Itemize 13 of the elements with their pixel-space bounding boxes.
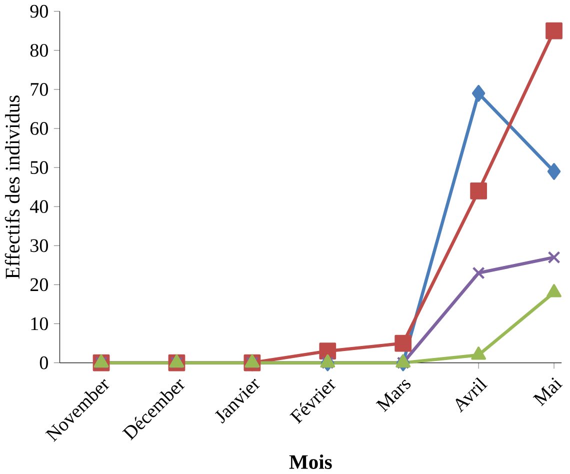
y-axis-title: Effectifs des individus	[4, 96, 20, 279]
y-tick-label: 60	[30, 122, 48, 135]
y-tick-label: 10	[31, 317, 48, 330]
x-axis-title: Mois	[289, 454, 332, 470]
y-tick-label: 50	[30, 161, 48, 174]
y-tick-label: 30	[30, 239, 48, 252]
y-tick-label: 0	[40, 356, 48, 370]
y-tick-label: 90	[30, 4, 48, 18]
y-tick-label: 20	[30, 278, 48, 292]
y-tick-label: 70	[30, 83, 48, 96]
y-tick-label: 80	[30, 44, 48, 57]
x-tick-label: Mai	[532, 378, 563, 406]
y-tick-label: 40	[30, 200, 48, 214]
